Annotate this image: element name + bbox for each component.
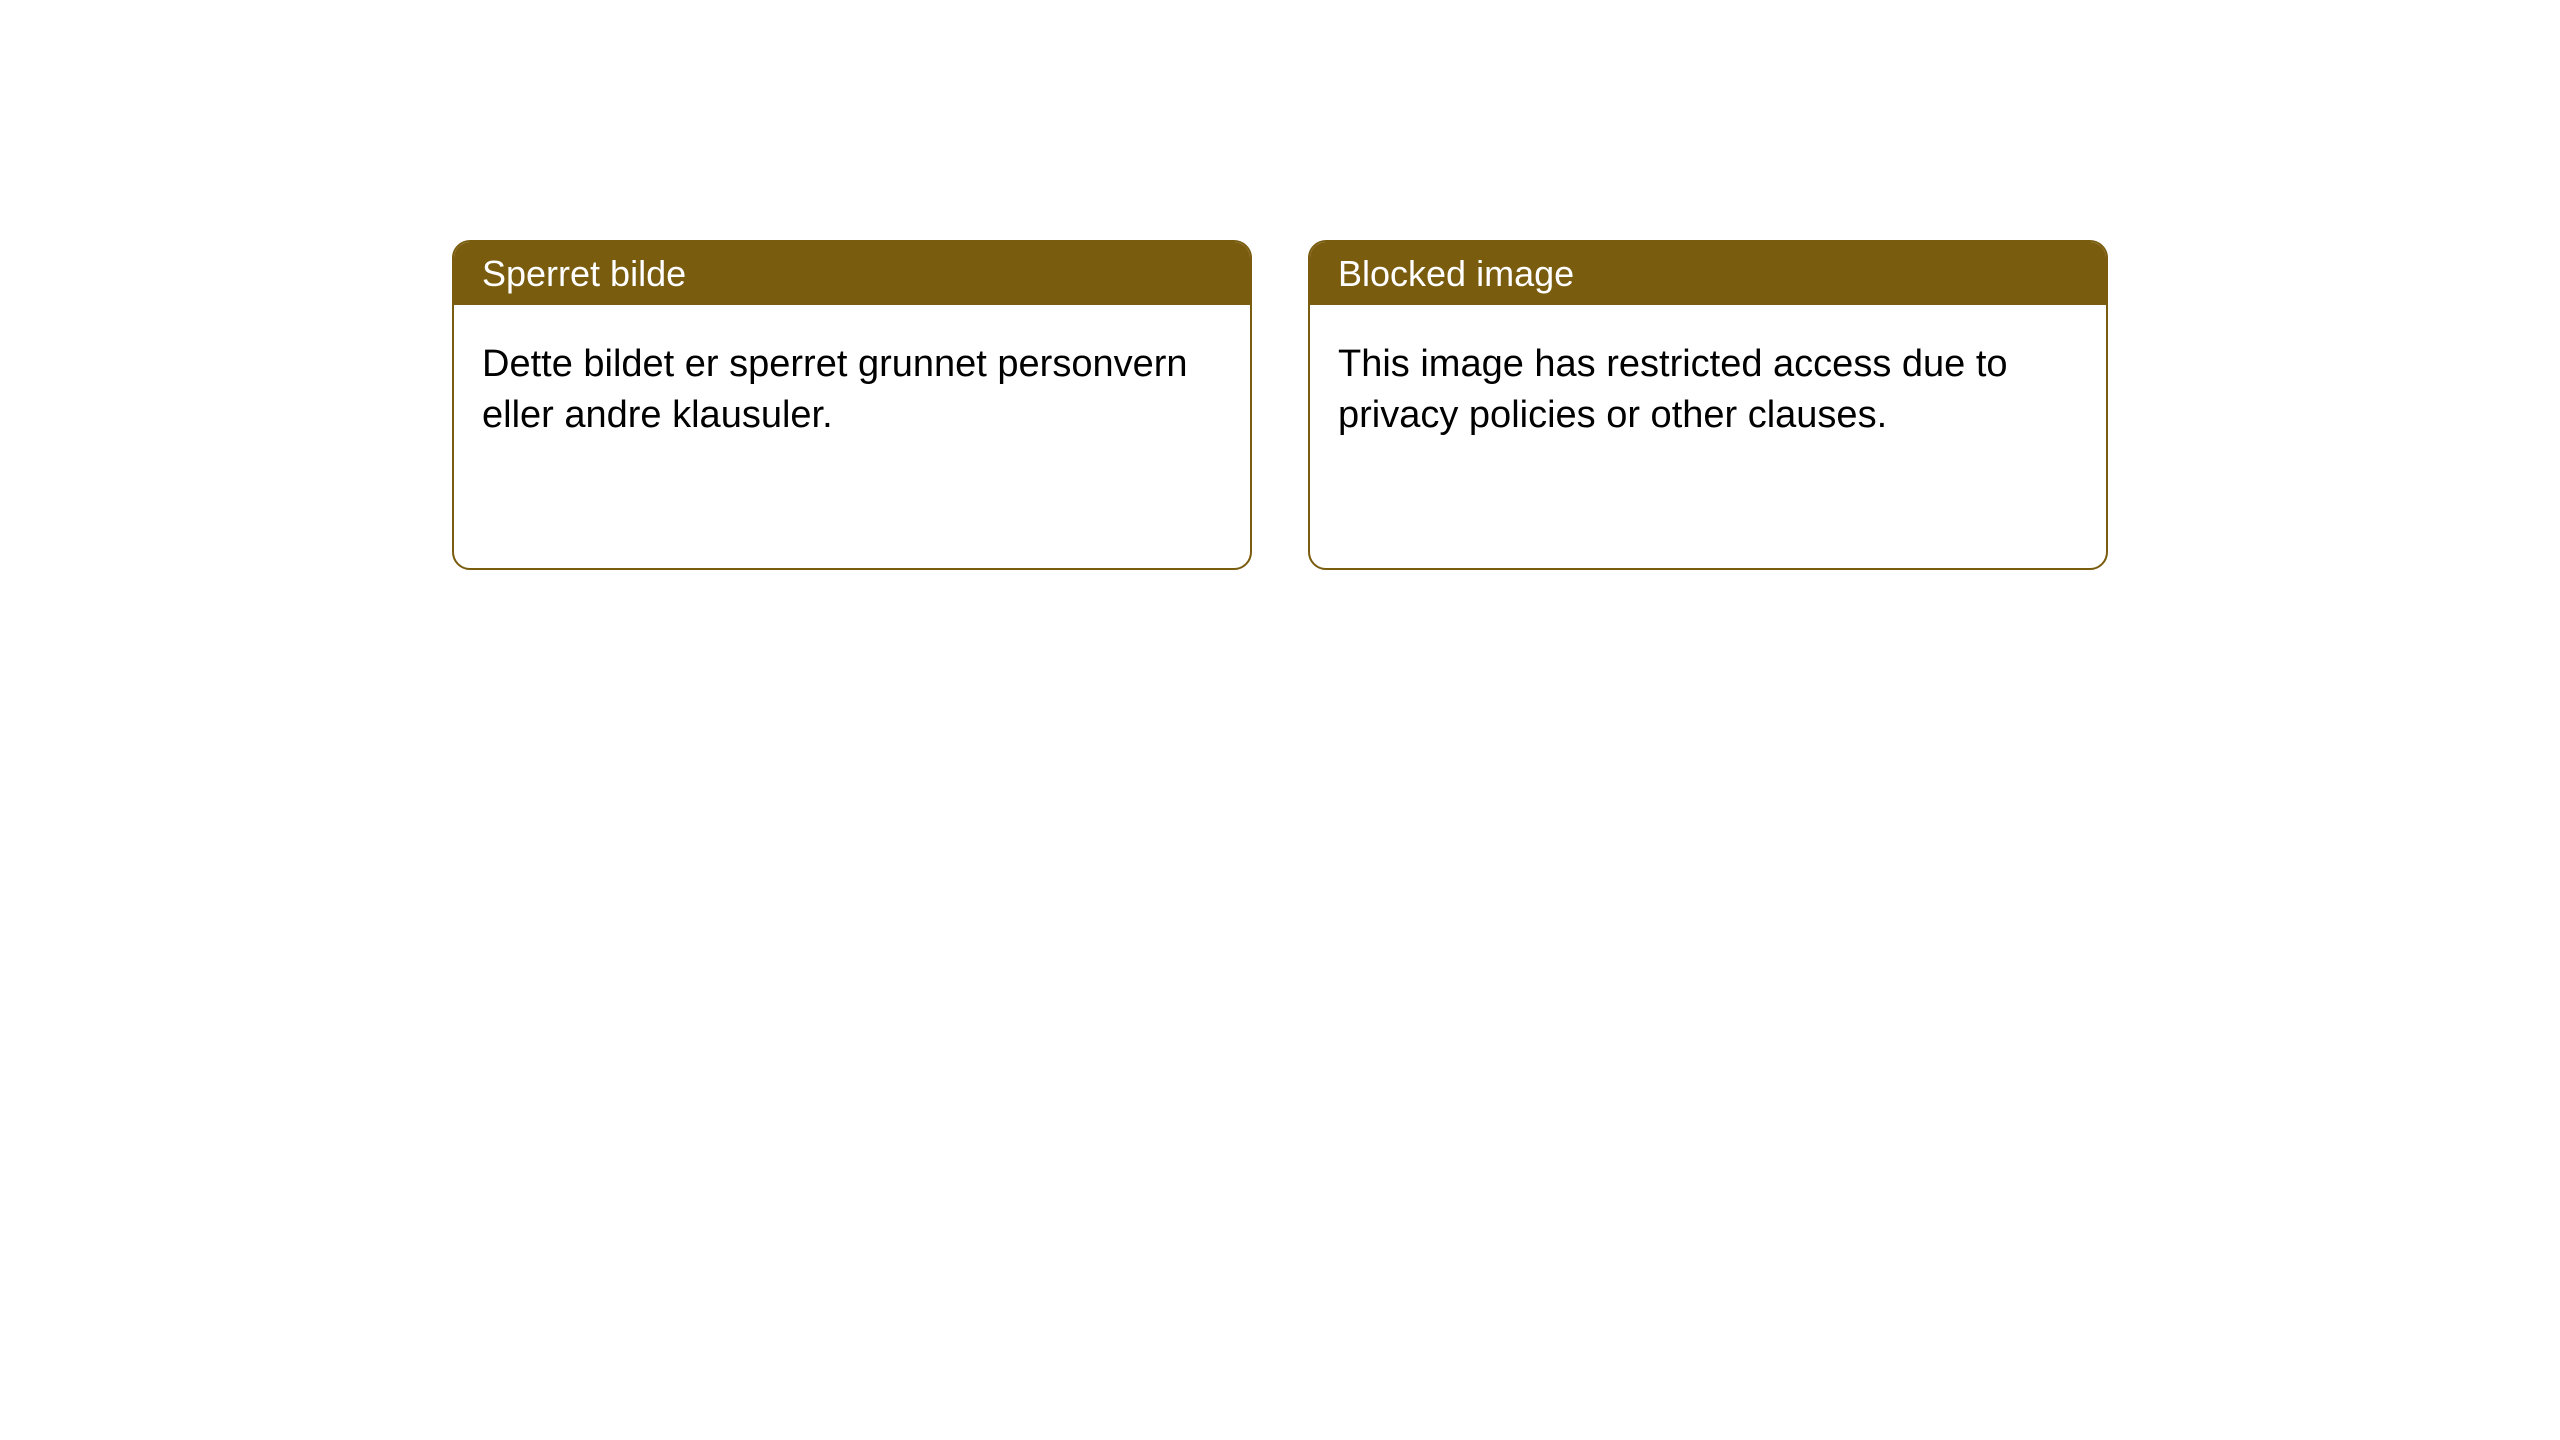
notice-card-english: Blocked image This image has restricted … [1308, 240, 2108, 570]
notice-header: Sperret bilde [454, 242, 1250, 305]
notice-cards-container: Sperret bilde Dette bildet er sperret gr… [452, 240, 2108, 570]
notice-body: Dette bildet er sperret grunnet personve… [454, 305, 1250, 476]
notice-card-norwegian: Sperret bilde Dette bildet er sperret gr… [452, 240, 1252, 570]
notice-body: This image has restricted access due to … [1310, 305, 2106, 476]
notice-header: Blocked image [1310, 242, 2106, 305]
